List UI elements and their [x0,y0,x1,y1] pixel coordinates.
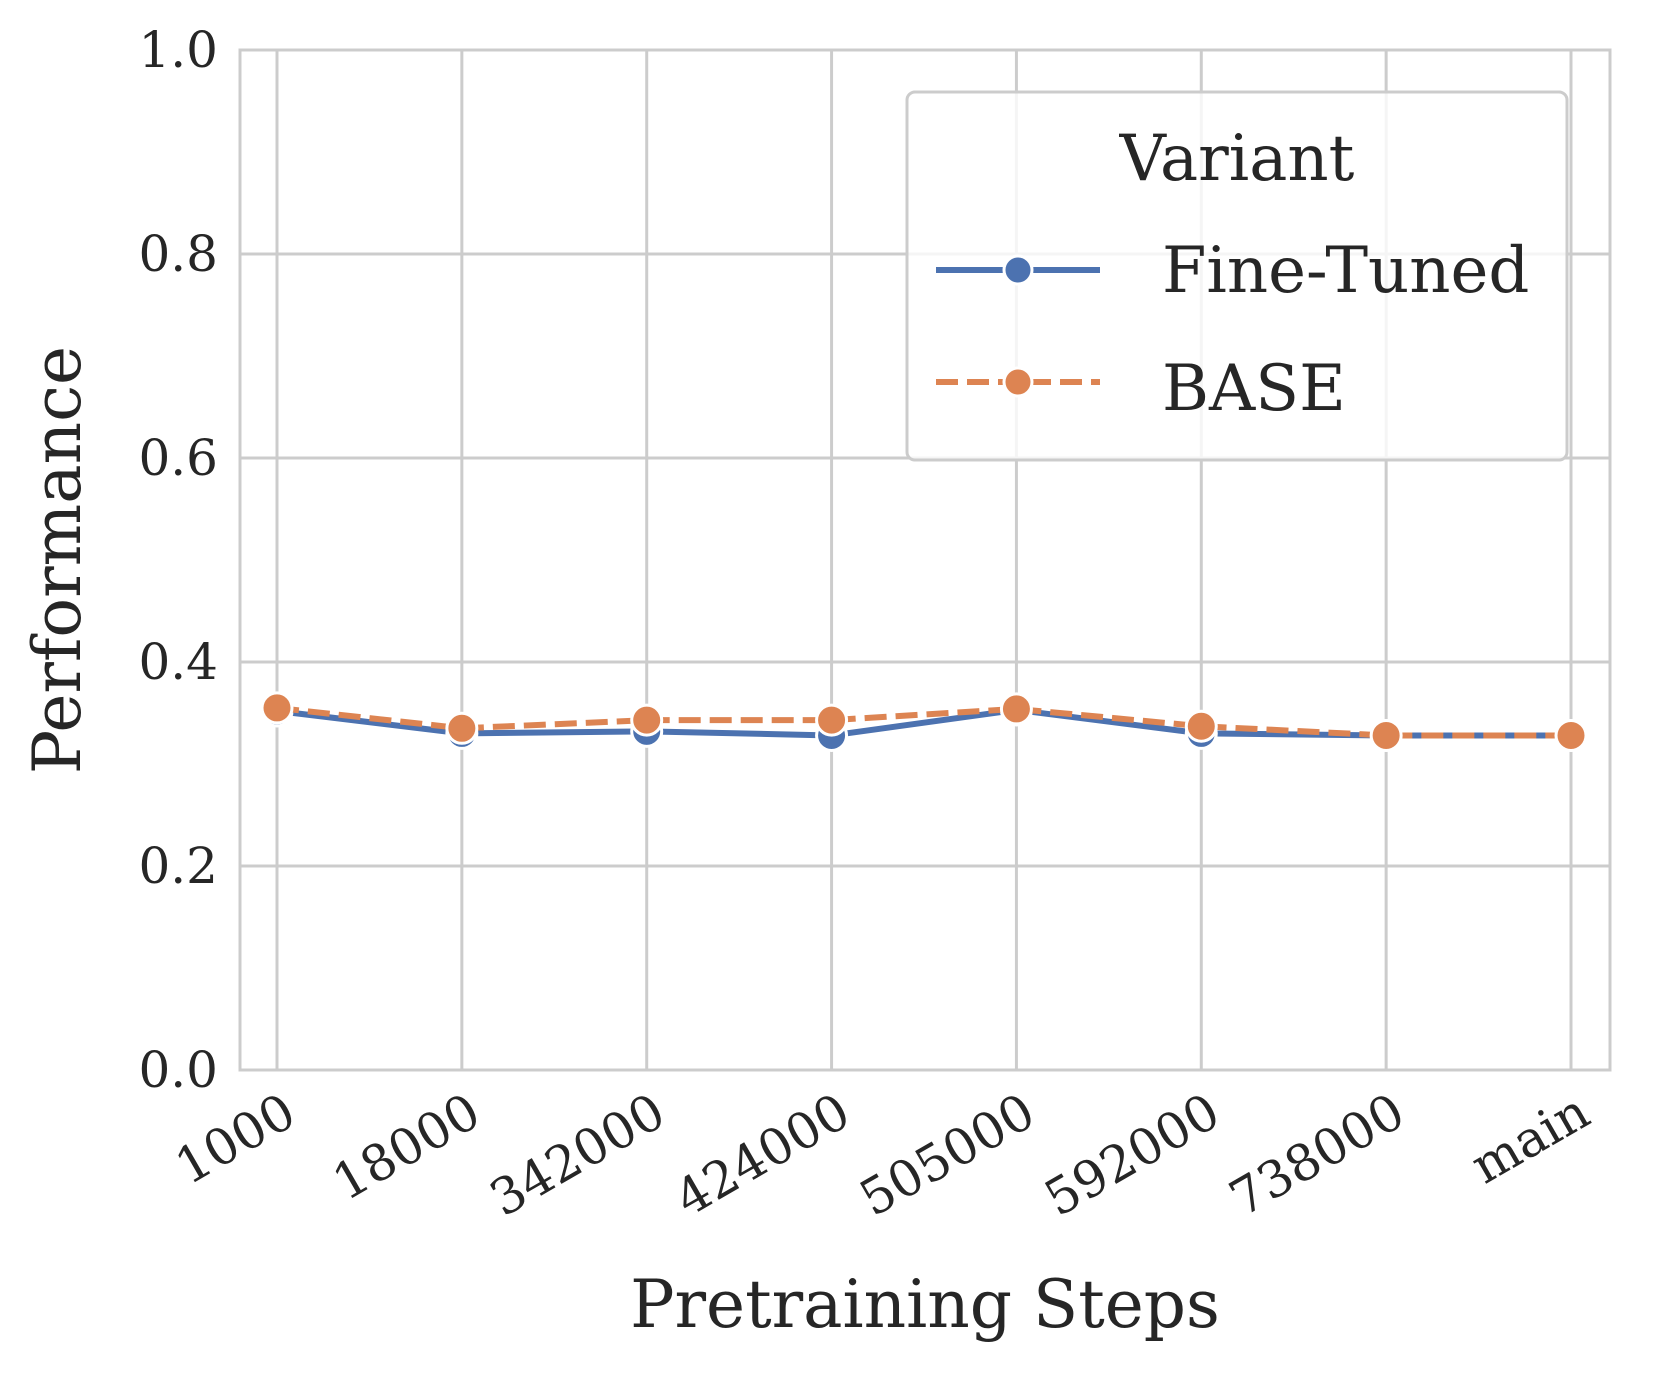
series-layer [260,691,1588,752]
legend-marker-fine-tuned [1002,254,1034,286]
data-point-base [815,703,849,737]
legend: Variant Fine-Tuned BASE [905,90,1569,462]
y-tick-label: 0.4 [138,633,218,691]
data-point-base [1369,718,1403,752]
data-point-base [260,691,294,725]
y-tick-label: 0.0 [138,1041,218,1099]
legend-label-fine-tuned: Fine-Tuned [1162,234,1529,308]
data-point-base [1554,718,1588,752]
y-tick-label: 1.0 [138,21,218,79]
data-point-base [999,692,1033,726]
legend-box [905,90,1569,462]
data-point-base [445,711,479,745]
y-tick-label: 0.2 [138,837,218,895]
y-tick-label: 0.6 [138,429,218,487]
data-point-base [1184,709,1218,743]
y-tick-label: 0.8 [138,225,218,283]
legend-marker-base [1002,366,1034,398]
legend-label-base: BASE [1162,352,1346,426]
plot-frame [238,48,1612,1072]
legend-title: Variant [1119,122,1355,196]
y-tick-labels: 0.0 0.2 0.4 0.6 0.8 1.0 [138,21,218,1099]
series-line-fine-tuned [276,706,1571,739]
data-point-base [630,703,664,737]
y-axis-title: Performance [19,346,96,774]
x-axis-title: Pretraining Steps [630,1266,1220,1343]
